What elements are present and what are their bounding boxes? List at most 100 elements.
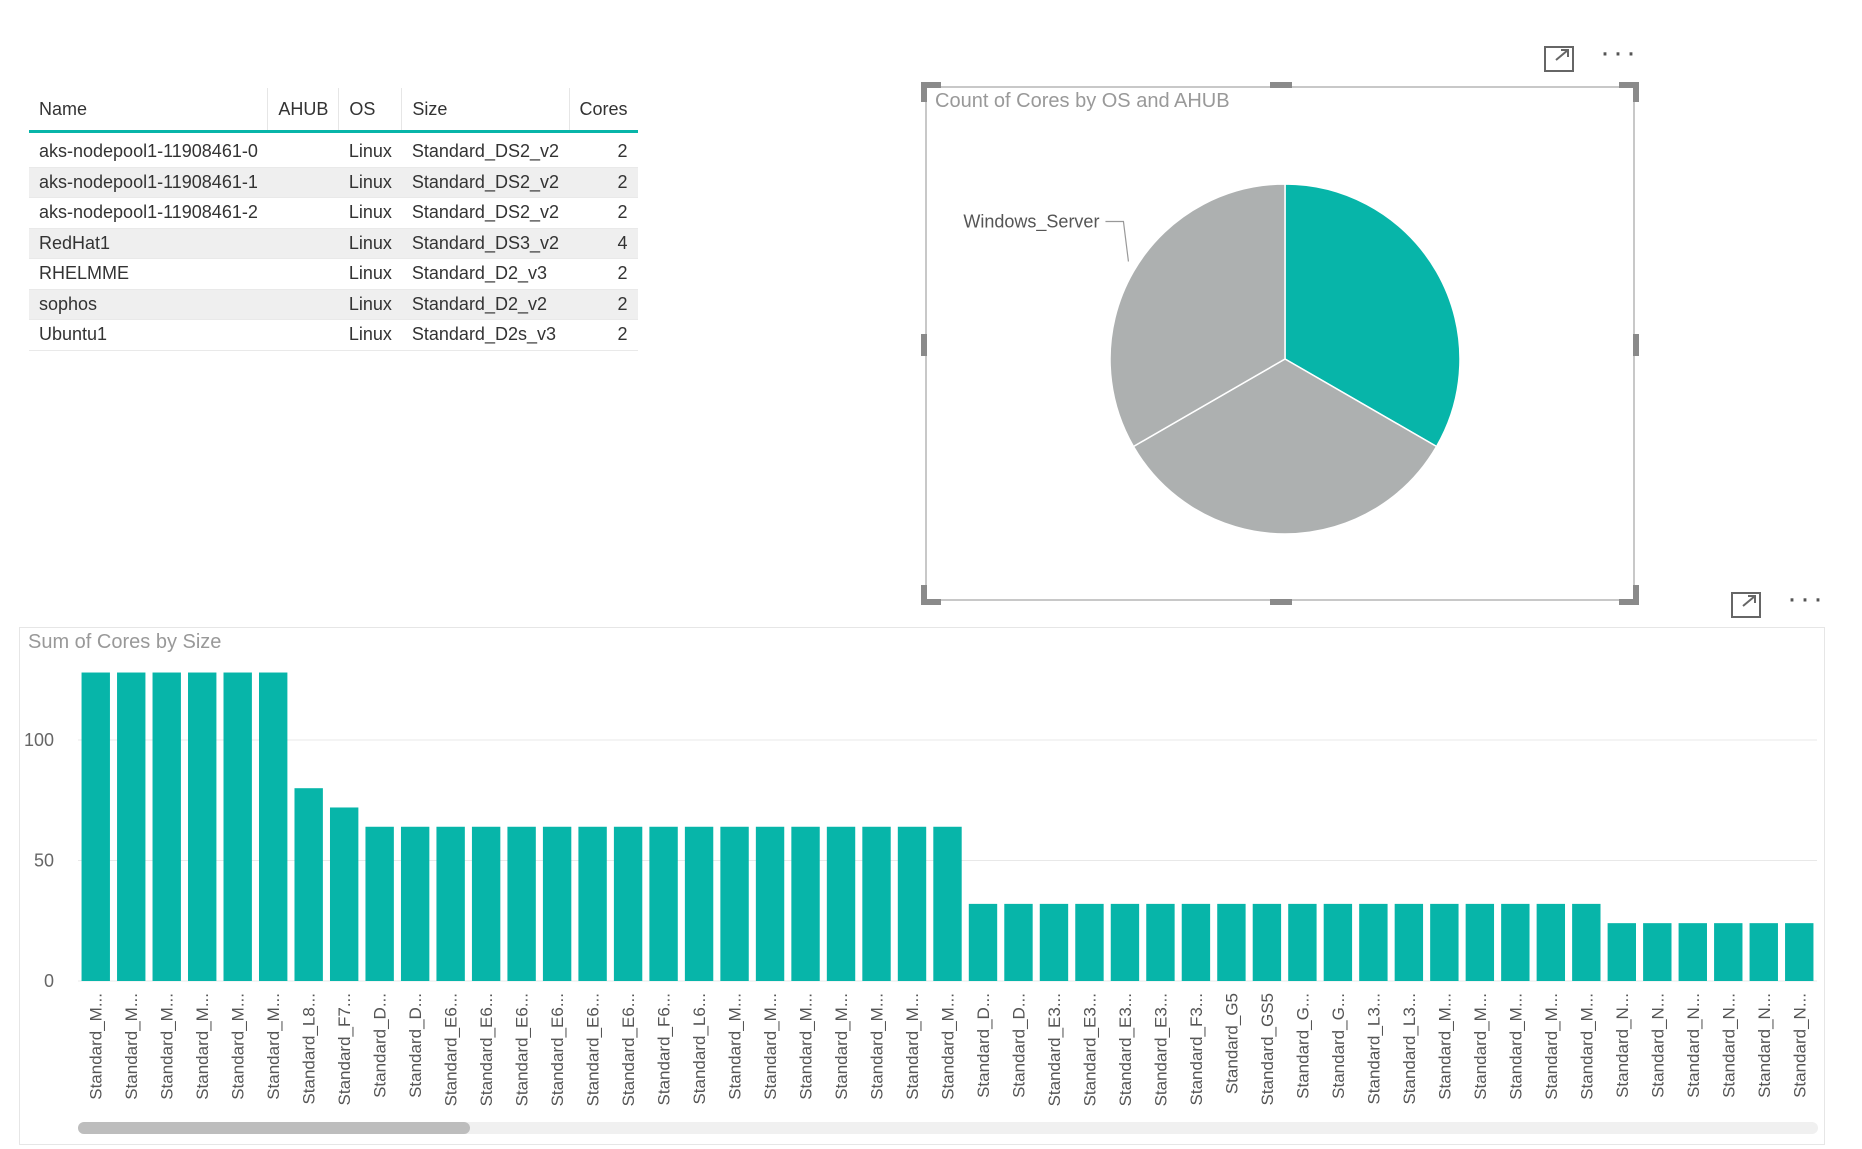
table-row[interactable]: RedHat1 Linux Standard_DS3_v2 4 bbox=[29, 228, 638, 259]
column-header-ahub[interactable]: AHUB bbox=[267, 88, 340, 133]
table-row[interactable]: Ubuntu1 Linux Standard_D2s_v3 2 bbox=[29, 320, 638, 350]
pie-slice[interactable] bbox=[1284, 183, 1461, 448]
resize-handle-bottom-left-v[interactable] bbox=[921, 585, 927, 605]
pie-slice[interactable] bbox=[1109, 183, 1286, 448]
bar[interactable] bbox=[862, 826, 891, 981]
bar[interactable] bbox=[436, 826, 465, 981]
bar[interactable] bbox=[1678, 923, 1707, 981]
bar[interactable] bbox=[791, 826, 820, 981]
x-tick-label: Standard_G... bbox=[1293, 993, 1312, 1099]
bar[interactable] bbox=[1501, 903, 1530, 981]
bar[interactable] bbox=[613, 826, 643, 981]
bar[interactable] bbox=[720, 826, 749, 981]
bar[interactable] bbox=[1749, 923, 1778, 981]
table-cell-name: aks-nodepool1-11908461-0 bbox=[39, 141, 258, 162]
table-row[interactable]: aks-nodepool1-11908461-0 Linux Standard_DS… bbox=[29, 132, 638, 167]
bar[interactable] bbox=[968, 903, 998, 981]
x-tick-label: Standard_L6... bbox=[690, 993, 709, 1105]
resize-handle-top-right[interactable] bbox=[1619, 82, 1639, 88]
resize-handle-left[interactable] bbox=[921, 334, 927, 356]
bar[interactable] bbox=[1110, 903, 1140, 981]
column-header-cores[interactable]: Cores bbox=[569, 88, 638, 133]
bar[interactable] bbox=[81, 672, 110, 981]
table-cell-size: Standard_DS2_v2 bbox=[411, 202, 559, 223]
bar-visual[interactable]: Sum of Cores by Size 0 50 100 Standard_M...… bbox=[19, 627, 1825, 1145]
bar[interactable] bbox=[329, 807, 359, 981]
horizontal-scrollbar[interactable] bbox=[78, 1122, 1818, 1134]
scrollbar-thumb[interactable] bbox=[78, 1122, 470, 1134]
bar[interactable] bbox=[1004, 903, 1033, 981]
bar[interactable] bbox=[152, 672, 181, 981]
bar[interactable] bbox=[1607, 923, 1637, 981]
bar[interactable] bbox=[1394, 903, 1424, 981]
resize-handle-top-left[interactable] bbox=[921, 82, 941, 88]
table-row[interactable]: RHELMME Linux Standard_D2_v3 2 bbox=[29, 259, 638, 289]
table-row[interactable]: sophos Linux Standard_D2_v2 2 bbox=[29, 289, 638, 320]
more-options-icon[interactable]: ··· bbox=[1600, 36, 1639, 69]
bar[interactable] bbox=[400, 826, 430, 981]
bar[interactable] bbox=[1288, 903, 1317, 981]
bar[interactable] bbox=[1643, 923, 1672, 981]
bar[interactable] bbox=[1465, 903, 1495, 981]
bar[interactable] bbox=[1323, 903, 1353, 981]
bar[interactable] bbox=[507, 826, 536, 981]
bar[interactable] bbox=[1714, 923, 1743, 981]
bar[interactable] bbox=[1146, 903, 1175, 981]
table-row[interactable]: aks-nodepool1-11908461-1 Linux Standard_DS… bbox=[29, 167, 638, 198]
pie-slice-label: Windows_Server bbox=[963, 212, 1099, 233]
bar[interactable] bbox=[1181, 903, 1211, 981]
bar[interactable] bbox=[1217, 903, 1246, 981]
table-cell-name: sophos bbox=[39, 293, 98, 314]
bar[interactable] bbox=[1785, 923, 1814, 981]
x-tick-label: Standard_E3... bbox=[1151, 993, 1170, 1106]
bar[interactable] bbox=[471, 826, 501, 981]
x-tick-label: Standard_M... bbox=[1577, 993, 1596, 1100]
table-cell-size: Standard_DS3_v2 bbox=[411, 232, 559, 253]
bar[interactable] bbox=[258, 672, 288, 981]
table-cell-cores: 2 bbox=[617, 324, 628, 345]
resize-handle-bottom-right[interactable] bbox=[1619, 599, 1639, 605]
focus-mode-icon[interactable] bbox=[1544, 46, 1574, 72]
bar[interactable] bbox=[542, 826, 572, 981]
bar[interactable] bbox=[1359, 903, 1388, 981]
bar[interactable] bbox=[365, 826, 394, 981]
bar[interactable] bbox=[578, 826, 607, 981]
table-cell-os: Linux bbox=[348, 232, 392, 253]
x-tick-label: Standard_M... bbox=[939, 993, 958, 1100]
resize-handle-bottom-left[interactable] bbox=[921, 599, 941, 605]
bar[interactable] bbox=[933, 826, 962, 981]
bar[interactable] bbox=[649, 826, 678, 981]
resize-handle-top[interactable] bbox=[1270, 82, 1292, 88]
resize-handle-top-left-v[interactable] bbox=[921, 82, 927, 102]
resize-handle-right[interactable] bbox=[1633, 334, 1639, 356]
bar[interactable] bbox=[117, 672, 146, 981]
resize-handle-bottom-right-v[interactable] bbox=[1633, 585, 1639, 605]
bar[interactable] bbox=[1430, 903, 1459, 981]
bar[interactable] bbox=[188, 672, 217, 981]
bar[interactable] bbox=[826, 826, 856, 981]
x-tick-label: Standard_F7... bbox=[335, 993, 354, 1105]
bar[interactable] bbox=[1252, 903, 1282, 981]
pie-visual[interactable]: Count of Cores by OS and AHUB Windows_Se… bbox=[921, 82, 1639, 605]
resize-handle-bottom[interactable] bbox=[1270, 599, 1292, 605]
bar[interactable] bbox=[294, 788, 323, 981]
focus-mode-icon[interactable] bbox=[1731, 592, 1761, 618]
bar[interactable] bbox=[1039, 903, 1069, 981]
bar[interactable] bbox=[1536, 903, 1566, 981]
bar[interactable] bbox=[1572, 903, 1601, 981]
column-header-os[interactable]: OS bbox=[338, 88, 403, 133]
bar[interactable] bbox=[684, 826, 714, 981]
column-header-name[interactable]: Name bbox=[29, 88, 269, 133]
column-header-size[interactable]: Size bbox=[401, 88, 570, 133]
x-tick-label: Standard_M... bbox=[122, 993, 141, 1100]
x-tick-label: Standard_M... bbox=[1471, 993, 1490, 1100]
bar[interactable] bbox=[223, 672, 252, 981]
table-row[interactable]: aks-nodepool1-11908461-2 Linux Standard_DS… bbox=[29, 198, 638, 228]
x-tick-label: Standard_E6... bbox=[442, 993, 461, 1106]
bar[interactable] bbox=[755, 826, 785, 981]
pie-slice[interactable] bbox=[1132, 358, 1438, 535]
more-options-icon[interactable]: ··· bbox=[1787, 582, 1826, 615]
resize-handle-top-right-v[interactable] bbox=[1633, 82, 1639, 102]
bar[interactable] bbox=[1075, 903, 1104, 981]
bar[interactable] bbox=[897, 826, 927, 981]
